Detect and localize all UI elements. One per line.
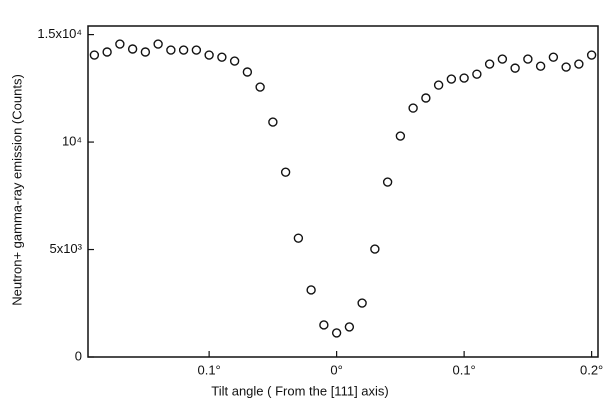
data-point <box>191 45 202 55</box>
data-point <box>140 47 151 57</box>
data-point <box>472 69 482 79</box>
data-point <box>242 67 253 77</box>
data-point <box>548 52 559 62</box>
data-point <box>586 50 597 60</box>
data-point <box>280 167 291 177</box>
y-axis-label: Neutron+ gamma-ray emission (Counts) <box>9 74 24 306</box>
data-point <box>102 47 112 57</box>
data-point <box>217 52 227 62</box>
data-point <box>319 320 329 330</box>
plot-frame <box>87 25 599 358</box>
data-point <box>382 177 393 187</box>
data-point <box>127 44 138 54</box>
data-point <box>255 82 265 92</box>
data-point <box>268 117 278 127</box>
data-point <box>178 45 189 55</box>
data-point <box>204 50 214 60</box>
x-tick-label: 0.1° <box>452 362 475 377</box>
data-point <box>446 74 457 84</box>
data-point <box>574 59 584 69</box>
x-axis-label: Tilt angle ( From the [111] axis) <box>211 383 389 398</box>
data-point <box>229 56 240 66</box>
data-point <box>523 54 533 64</box>
data-point <box>497 54 508 64</box>
x-tick-label: 0.2° <box>580 362 603 377</box>
data-point <box>89 50 100 60</box>
data-point <box>293 233 304 243</box>
data-point <box>459 73 469 83</box>
data-point <box>535 61 546 71</box>
x-tick-label: 0° <box>330 362 342 377</box>
data-point <box>166 45 176 55</box>
data-point <box>357 298 367 308</box>
y-tick-label: 10⁴ <box>62 134 82 149</box>
data-point <box>115 39 125 49</box>
data-point <box>153 39 163 49</box>
data-point <box>433 80 444 90</box>
data-point <box>331 328 342 338</box>
data-point <box>344 322 355 332</box>
data-point <box>421 93 431 103</box>
data-point <box>510 63 520 73</box>
data-point <box>484 59 495 69</box>
data-point <box>395 131 406 141</box>
data-point <box>306 285 316 295</box>
data-point <box>561 62 571 72</box>
y-tick-label: 1.5x10⁴ <box>37 26 82 41</box>
y-tick-label: 0 <box>75 348 82 363</box>
y-tick-label: 5x10³ <box>49 241 82 256</box>
data-point <box>408 103 418 113</box>
data-point <box>370 244 380 254</box>
x-tick-label: 0.1° <box>197 362 220 377</box>
